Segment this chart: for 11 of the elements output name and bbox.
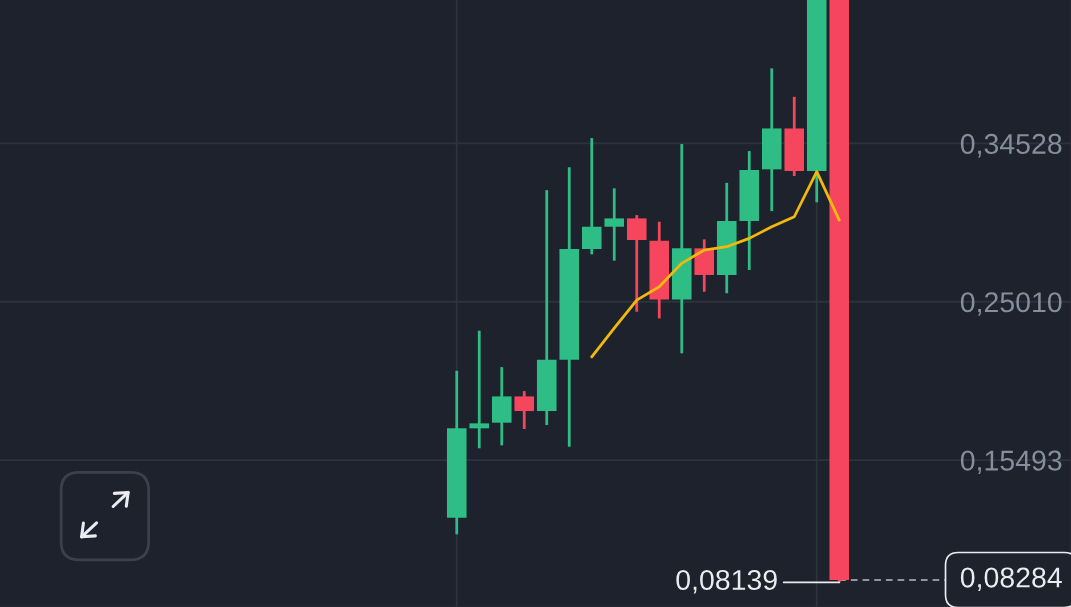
ref-line-label: 0,08284: [960, 567, 1062, 591]
candlestick: [469, 329, 490, 450]
y-tick-label: 0,25010: [960, 292, 1062, 316]
annotation: 0,08139: [676, 569, 777, 594]
line-series: [590, 170, 841, 359]
candlestick: [626, 213, 647, 314]
candlestick: [581, 136, 602, 256]
candlestick: [514, 389, 535, 431]
candlestick: [604, 186, 625, 263]
y-tick-label: 0,15493: [960, 450, 1062, 475]
y-tick-label: 0,34528: [960, 133, 1062, 158]
